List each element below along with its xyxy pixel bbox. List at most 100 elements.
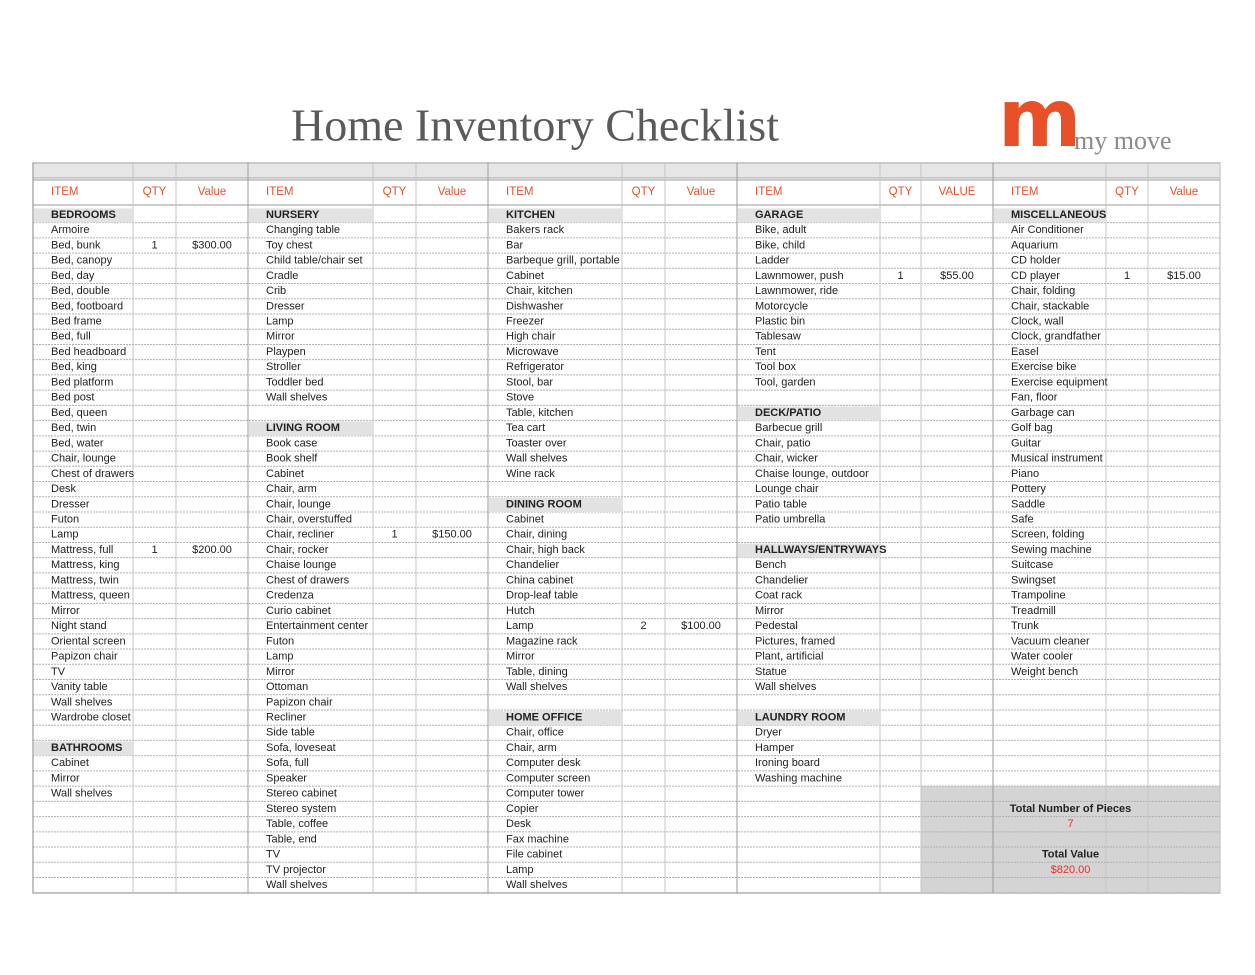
item-name: Mattress, full <box>51 544 113 556</box>
item-name: Cabinet <box>506 270 544 282</box>
item-name: Bed, footboard <box>51 300 123 312</box>
item-name: Vacuum cleaner <box>1011 635 1090 647</box>
item-name: Exercise bike <box>1011 361 1076 373</box>
group-heading: DECK/PATIO <box>755 407 822 419</box>
item-name: Chair, folding <box>1011 285 1075 297</box>
item-qty: 1 <box>391 529 397 541</box>
column-header: ITEM <box>506 186 533 198</box>
item-name: Crib <box>266 285 286 297</box>
item-name: Chair, high back <box>506 544 585 556</box>
item-name: Bed, queen <box>51 407 107 419</box>
item-name: Fan, floor <box>1011 392 1058 404</box>
column-header: QTY <box>383 186 407 198</box>
item-name: Garbage can <box>1011 407 1075 419</box>
item-name: Computer tower <box>506 788 585 800</box>
item-name: Sewing machine <box>1011 544 1092 556</box>
item-name: Wall shelves <box>506 879 568 891</box>
item-name: Ladder <box>755 255 790 267</box>
item-name: Chair, overstuffed <box>266 514 352 526</box>
item-name: Wall shelves <box>266 879 328 891</box>
total-value-label: Total Value <box>1042 849 1099 861</box>
item-name: Mattress, twin <box>51 574 119 586</box>
item-name: Chair, kitchen <box>506 285 573 297</box>
item-value: $55.00 <box>940 270 974 282</box>
item-name: Playpen <box>266 346 306 358</box>
item-name: Child table/chair set <box>266 255 363 267</box>
item-value: $15.00 <box>1167 270 1201 282</box>
item-name: Chair, recliner <box>266 529 334 541</box>
item-name: Mirror <box>755 605 784 617</box>
group-heading: KITCHEN <box>506 209 555 221</box>
item-name: Trampoline <box>1011 590 1066 602</box>
item-name: Lamp <box>266 651 294 663</box>
item-name: Ironing board <box>755 757 820 769</box>
item-name: Dishwasher <box>506 300 564 312</box>
column-header: QTY <box>1115 186 1139 198</box>
item-name: Stroller <box>266 361 301 373</box>
item-name: Bed platform <box>51 376 113 388</box>
item-name: Lamp <box>51 529 79 541</box>
item-name: TV projector <box>266 864 326 876</box>
item-name: Swingset <box>1011 574 1056 586</box>
item-name: Patio umbrella <box>755 514 826 526</box>
item-name: Weight bench <box>1011 666 1078 678</box>
item-name: Wall shelves <box>266 392 328 404</box>
group-heading: LAUNDRY ROOM <box>755 711 845 723</box>
total-value: $820.00 <box>1051 864 1091 876</box>
item-name: Chair, rocker <box>266 544 329 556</box>
item-name: Wardrobe closet <box>51 711 131 723</box>
item-name: TV <box>266 849 281 861</box>
item-name: Chest of drawers <box>51 468 135 480</box>
item-name: Night stand <box>51 620 107 632</box>
item-name: Chaise lounge, outdoor <box>755 468 869 480</box>
item-name: Lawnmower, push <box>755 270 844 282</box>
item-name: Chair, arm <box>506 742 557 754</box>
item-name: Barbeque grill, portable <box>506 255 620 267</box>
item-name: Wall shelves <box>51 696 113 708</box>
total-pieces: 7 <box>1067 818 1073 830</box>
item-name: Futon <box>266 635 294 647</box>
item-name: Chair, arm <box>266 483 317 495</box>
item-name: Papizon chair <box>266 696 333 708</box>
item-qty: 1 <box>151 544 157 556</box>
item-name: File cabinet <box>506 849 562 861</box>
group-heading-bg <box>489 710 622 726</box>
item-name: Fax machine <box>506 833 569 845</box>
column-header: ITEM <box>1011 186 1038 198</box>
item-name: Chest of drawers <box>266 574 350 586</box>
group-heading: DINING ROOM <box>506 498 582 510</box>
item-name: Table, kitchen <box>506 407 573 419</box>
item-name: Book shelf <box>266 453 318 465</box>
item-name: Bike, adult <box>755 224 806 236</box>
total-pieces-label: Total Number of Pieces <box>1010 803 1131 815</box>
item-name: Tea cart <box>506 422 545 434</box>
item-name: Desk <box>51 483 77 495</box>
item-name: Cabinet <box>506 514 544 526</box>
item-name: Pedestal <box>755 620 798 632</box>
item-name: Recliner <box>266 711 307 723</box>
item-name: Mattress, queen <box>51 590 130 602</box>
item-name: Bed frame <box>51 316 102 328</box>
item-name: Microwave <box>506 346 559 358</box>
item-name: Side table <box>266 727 315 739</box>
item-name: Tablesaw <box>755 331 801 343</box>
item-name: Bar <box>506 239 523 251</box>
group-heading-bg <box>489 497 622 512</box>
item-name: Mirror <box>51 772 80 784</box>
item-name: Tool box <box>755 361 796 373</box>
item-name: Safe <box>1011 514 1034 526</box>
item-name: Chair, lounge <box>51 453 116 465</box>
item-name: Stove <box>506 392 534 404</box>
item-name: Cradle <box>266 270 298 282</box>
item-name: Mattress, king <box>51 559 119 571</box>
group-heading-bg <box>34 208 133 223</box>
item-name: Tool, garden <box>755 376 816 388</box>
item-name: TV <box>51 666 66 678</box>
group-heading-bg <box>249 208 373 223</box>
item-name: Wine rack <box>506 468 555 480</box>
item-name: Dryer <box>755 727 782 739</box>
group-heading: HOME OFFICE <box>506 711 582 723</box>
item-name: Motorcycle <box>755 300 808 312</box>
item-name: Chair, office <box>506 727 564 739</box>
